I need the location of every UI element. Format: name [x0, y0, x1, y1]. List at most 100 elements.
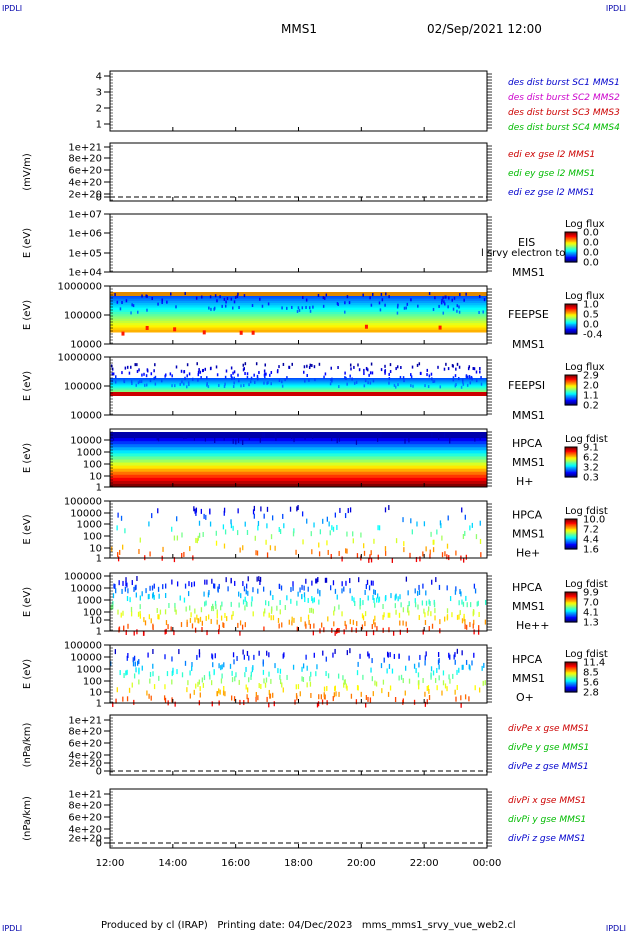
- hpca_o-data-mark: [163, 695, 166, 701]
- divpi-ytick-label: 0: [96, 839, 102, 850]
- feepsi-data-mark: [186, 374, 188, 378]
- feepsi-data-mark: [238, 379, 240, 383]
- feepsi-data-mark: [183, 382, 185, 386]
- feepse-data-mark: [202, 330, 206, 335]
- hpca_o-data-mark: [133, 655, 136, 661]
- feepsi-data-mark: [308, 378, 310, 382]
- divpi-ylabel: (nPa/km): [22, 796, 33, 841]
- hpca_hepp-data-mark: [473, 619, 475, 625]
- feepse-data-mark: [161, 300, 163, 304]
- hpca_he-data-mark: [395, 538, 398, 544]
- hpca_he-data-mark: [265, 539, 267, 545]
- hpca_hepp-data-mark: [308, 619, 310, 625]
- hpca_hepp-data-mark: [354, 601, 356, 607]
- feepsi-data-mark: [432, 380, 434, 384]
- feepsi-colorbar-label: 0.2: [583, 401, 599, 412]
- hpca_hepp-data-mark: [242, 599, 245, 605]
- hpca_he-data-mark: [461, 507, 463, 513]
- hpca_he-data-mark: [329, 530, 331, 536]
- hpca_he-data-mark: [293, 528, 295, 534]
- hpca_hepp-data-mark: [194, 627, 197, 633]
- hpca_hepp-data-mark: [418, 589, 421, 595]
- hpca_he-data-mark: [441, 535, 443, 541]
- feepsi-data-mark: [154, 382, 157, 386]
- hpca_hepp-data-mark: [241, 624, 244, 630]
- feepsi-data-mark: [466, 375, 469, 379]
- hpca_hepp-data-mark: [484, 619, 487, 625]
- feepsi-data-mark: [233, 376, 235, 380]
- hpca_o-data-mark: [198, 679, 201, 685]
- hpca_he-data-mark: [266, 552, 269, 558]
- hpca_hepp-data-mark: [205, 600, 207, 606]
- feepsi-data-mark: [462, 382, 465, 386]
- hpca_o-data-mark: [176, 669, 178, 675]
- feepsi-data-mark: [149, 379, 152, 383]
- hpca_o-data-mark: [220, 665, 222, 671]
- feepsi-data-mark: [197, 373, 200, 377]
- hpca_h-colorbar-cell: [565, 474, 577, 477]
- hpca_hepp-data-mark: [456, 614, 459, 620]
- hpca_hepp-data-mark: [389, 612, 391, 618]
- hpca_hepp-data-mark: [148, 614, 151, 620]
- hpca_hepp-ytick-label: 1: [96, 627, 102, 638]
- hpca_hepp-data-mark: [272, 615, 275, 621]
- feepsi-data-mark: [443, 367, 446, 371]
- hpca_hepp-data-mark: [278, 623, 280, 629]
- feepsi-data-mark: [223, 385, 226, 389]
- hpca_o-data-mark: [229, 663, 232, 669]
- feepsi-data-mark: [136, 369, 139, 373]
- hpca_hepp-colorbar-cell: [565, 614, 577, 617]
- hpca_he-colorbar-cell: [565, 529, 577, 531]
- feepse-data-mark: [432, 307, 435, 311]
- hpca_hepp-data-mark: [407, 605, 409, 611]
- feepsi-instrument-label: FEEPSI: [508, 379, 545, 392]
- feepsi-data-mark: [218, 383, 220, 387]
- hpca_hepp-data-mark: [425, 590, 427, 596]
- feepsi-spectro-row: [110, 389, 487, 391]
- feepse-data-mark: [236, 295, 239, 299]
- feepsi-data-mark: [431, 377, 433, 381]
- hpca_h-colorbar-title: Log fdist: [565, 434, 608, 445]
- feepsi-data-mark: [233, 370, 236, 374]
- feepsi-data-mark: [412, 384, 414, 388]
- hpca_o-data-mark: [448, 674, 450, 680]
- hpca_hepp-data-mark: [324, 577, 327, 583]
- hpca_o-data-mark: [334, 648, 336, 654]
- hpca_hepp-data-mark: [251, 596, 253, 602]
- eis-colorbar-cell: [565, 248, 577, 251]
- feepsi-colorbar-cell: [565, 376, 577, 379]
- hpca_hepp-data-mark: [218, 583, 220, 589]
- edi-ytick-label: 8e+20: [68, 154, 102, 165]
- hpca_o-data-mark: [184, 660, 187, 666]
- hpca_o-data-mark: [325, 671, 327, 677]
- hpca_o-data-mark: [245, 684, 247, 690]
- hpca_hepp-data-mark: [307, 597, 309, 603]
- hpca_o-data-mark: [317, 701, 320, 707]
- feepse-spectro-row: [110, 318, 487, 322]
- eis-colorbar-cell: [565, 237, 577, 239]
- hpca_o-data-mark: [158, 675, 160, 681]
- divpi-ytick-label: 8e+20: [68, 801, 102, 812]
- corner-label-top-left: IPDLI: [2, 4, 23, 13]
- hpca_o-data-mark: [171, 679, 173, 685]
- hpca_h-top-band: [110, 432, 487, 438]
- feepsi-data-mark: [418, 362, 421, 366]
- feepsi-data-mark: [253, 373, 255, 377]
- hpca_hepp-data-mark: [189, 605, 191, 611]
- hpca_he-data-mark: [463, 557, 465, 563]
- feepse-data-mark: [441, 298, 443, 302]
- divpe-ytick-label: 0: [96, 767, 102, 778]
- feepse-data-mark: [406, 302, 409, 306]
- hpca_hepp-data-mark: [135, 584, 137, 590]
- hpca_o-data-mark: [380, 663, 383, 669]
- hpca_h-ytick-label: 10000: [70, 436, 102, 447]
- hpca_he-data-mark: [257, 520, 260, 526]
- feepsi-data-mark: [460, 385, 463, 389]
- hpca_o-data-mark: [125, 670, 127, 676]
- hpca_h-data-mark: [248, 435, 250, 441]
- feepsi-data-mark: [136, 363, 138, 367]
- hpca_he-data-mark: [297, 505, 299, 511]
- hpca_he-data-mark: [410, 518, 412, 524]
- hpca_o-data-mark: [258, 650, 260, 656]
- hpca_hepp-colorbar-cell: [565, 599, 577, 602]
